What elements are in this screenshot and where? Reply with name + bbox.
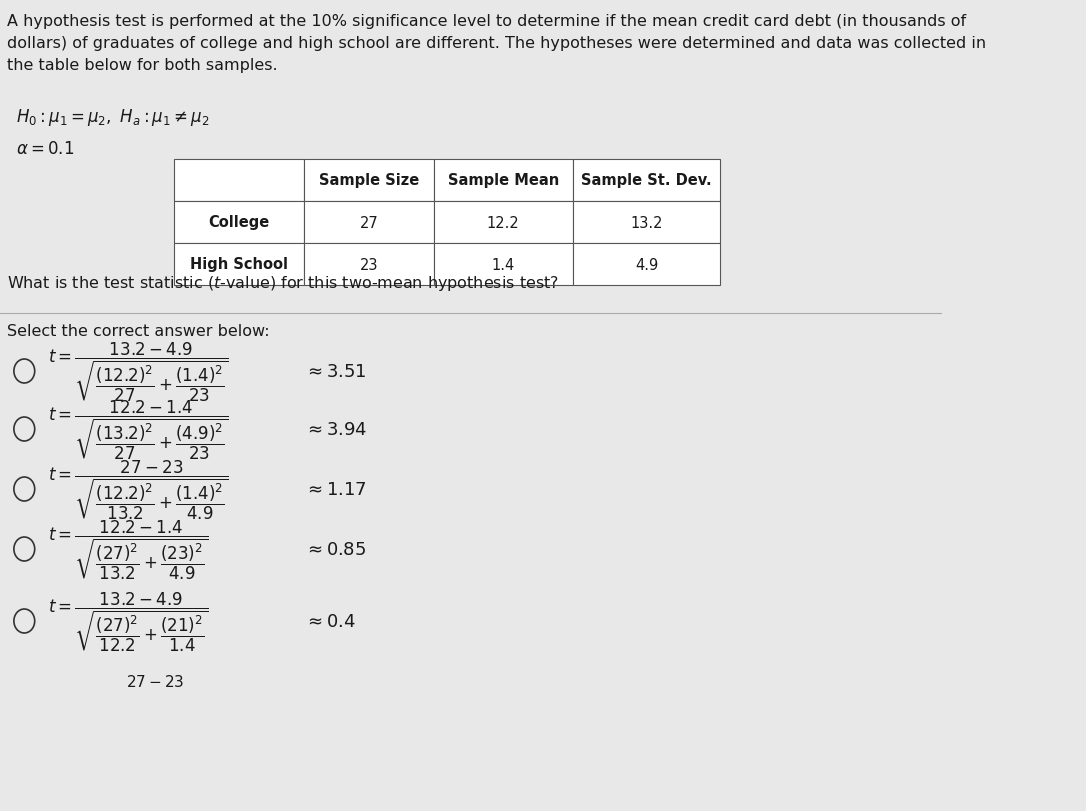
Text: $t = \dfrac{12.2-1.4}{\sqrt{\dfrac{(13.2)^2}{27}+\dfrac{(4.9)^2}{23}}}$: $t = \dfrac{12.2-1.4}{\sqrt{\dfrac{(13.2… <box>48 397 229 461</box>
Text: $\approx 3.51$: $\approx 3.51$ <box>304 363 366 380</box>
Bar <box>433 160 572 202</box>
Bar <box>433 243 572 285</box>
Bar <box>174 160 304 202</box>
Bar <box>174 202 304 243</box>
Text: 1.4: 1.4 <box>492 257 515 272</box>
Text: A hypothesis test is performed at the 10% significance level to determine if the: A hypothesis test is performed at the 10… <box>7 14 986 73</box>
Text: $27-23$: $27-23$ <box>126 673 185 689</box>
Text: 23: 23 <box>359 257 378 272</box>
Text: $\approx 3.94$: $\approx 3.94$ <box>304 420 367 439</box>
Text: Sample Mean: Sample Mean <box>447 174 559 188</box>
Bar <box>433 202 572 243</box>
Text: $\approx 1.17$: $\approx 1.17$ <box>304 480 366 499</box>
Bar <box>572 243 720 285</box>
Text: Sample Size: Sample Size <box>318 174 419 188</box>
Text: Sample St. Dev.: Sample St. Dev. <box>581 174 711 188</box>
Text: High School: High School <box>190 257 288 272</box>
Text: $t = \dfrac{12.2-1.4}{\sqrt{\dfrac{(27)^2}{13.2}+\dfrac{(23)^2}{4.9}}}$: $t = \dfrac{12.2-1.4}{\sqrt{\dfrac{(27)^… <box>48 517 209 581</box>
Text: 12.2: 12.2 <box>487 215 519 230</box>
Text: What is the test statistic ($t$-value) for this two-mean hypothesis test?: What is the test statistic ($t$-value) f… <box>7 273 559 293</box>
Bar <box>572 202 720 243</box>
Bar <box>304 160 433 202</box>
Bar <box>304 202 433 243</box>
Text: $t = \dfrac{27-23}{\sqrt{\dfrac{(12.2)^2}{13.2}+\dfrac{(1.4)^2}{4.9}}}$: $t = \dfrac{27-23}{\sqrt{\dfrac{(12.2)^2… <box>48 457 229 521</box>
Text: $\alpha = 0.1$: $\alpha = 0.1$ <box>15 139 74 158</box>
Text: College: College <box>209 215 269 230</box>
Text: $t = \dfrac{13.2-4.9}{\sqrt{\dfrac{(12.2)^2}{27}+\dfrac{(1.4)^2}{23}}}$: $t = \dfrac{13.2-4.9}{\sqrt{\dfrac{(12.2… <box>48 340 229 403</box>
Bar <box>174 243 304 285</box>
Text: $t = \dfrac{13.2-4.9}{\sqrt{\dfrac{(27)^2}{12.2}+\dfrac{(21)^2}{1.4}}}$: $t = \dfrac{13.2-4.9}{\sqrt{\dfrac{(27)^… <box>48 590 209 653</box>
Bar <box>304 243 433 285</box>
Text: $H_0: \mu_1 = \mu_2,\ H_a: \mu_1 \neq \mu_2$: $H_0: \mu_1 = \mu_2,\ H_a: \mu_1 \neq \m… <box>15 107 210 128</box>
Text: $\approx 0.4$: $\approx 0.4$ <box>304 612 355 630</box>
Bar <box>572 160 720 202</box>
Text: Select the correct answer below:: Select the correct answer below: <box>7 324 269 338</box>
Text: $\approx 0.85$: $\approx 0.85$ <box>304 540 366 558</box>
Text: 27: 27 <box>359 215 378 230</box>
Text: 13.2: 13.2 <box>630 215 662 230</box>
Text: 4.9: 4.9 <box>635 257 658 272</box>
